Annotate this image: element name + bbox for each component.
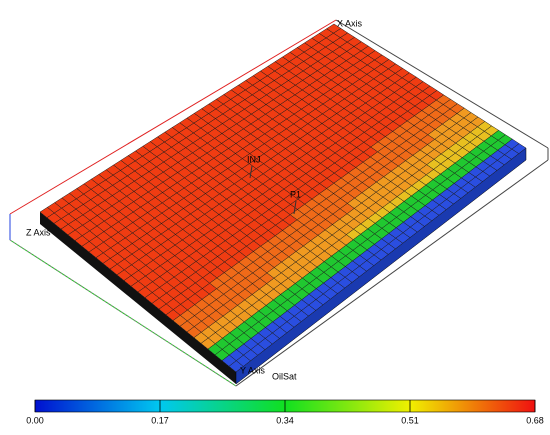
well-label: P1 [290, 189, 301, 199]
bounding-box [9, 19, 549, 387]
well-label: INJ [247, 154, 261, 164]
reservoir-grid [39, 23, 527, 385]
slab-side [40, 212, 236, 384]
colorbar-tick-label: 0.68 [526, 415, 544, 425]
well-trajectory [293, 200, 297, 215]
property-label: OilSat [272, 371, 297, 381]
colorbar-tick-label: 0.51 [401, 415, 419, 425]
x-axis-label: X Axis [337, 18, 363, 28]
colorbar-tick-label: 0.00 [26, 415, 44, 425]
z-axis-label: Z Axis [26, 227, 51, 237]
well-trajectory [249, 165, 253, 179]
y-axis-label: Y Axis [240, 365, 265, 375]
colorbar-tick-label: 0.17 [151, 415, 169, 425]
grid-cell [511, 143, 527, 154]
colorbar-tick-label: 0.34 [276, 415, 294, 425]
